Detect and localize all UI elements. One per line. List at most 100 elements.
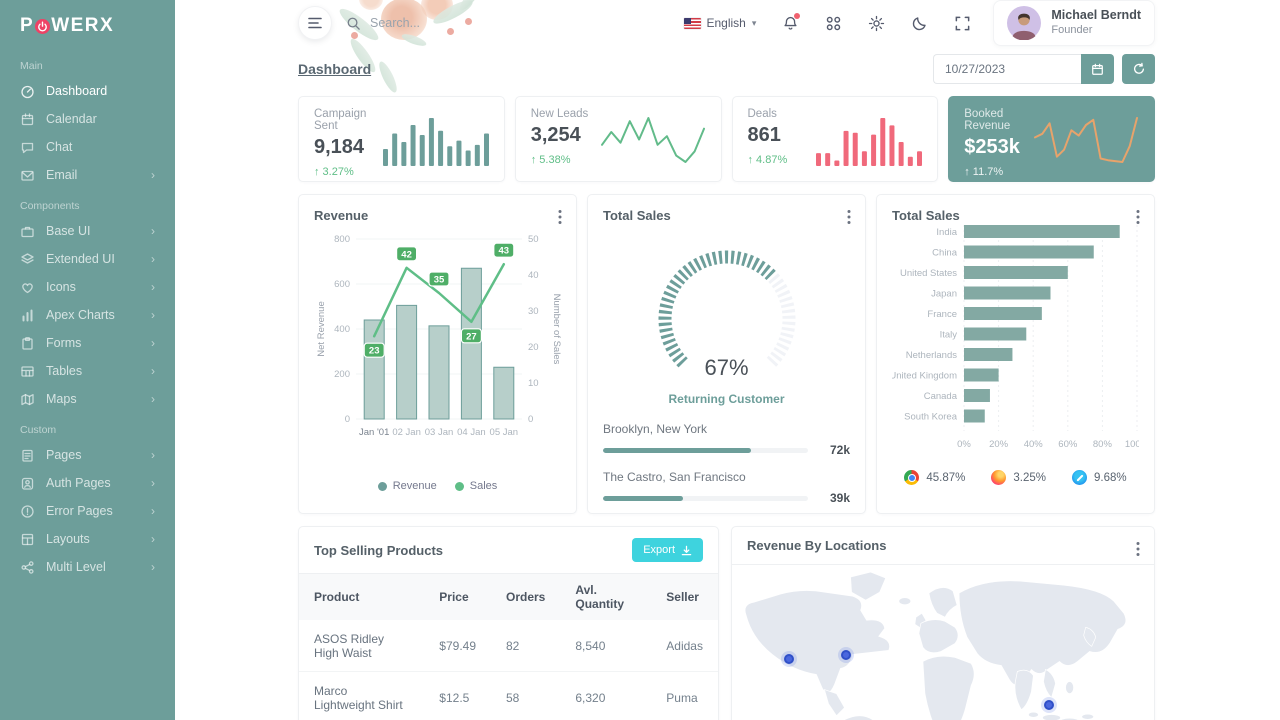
svg-text:Japan: Japan: [931, 289, 957, 300]
notifications-button[interactable]: [782, 12, 801, 32]
map-marker[interactable]: [1043, 700, 1054, 710]
sidebar-item-label: Multi Level: [46, 560, 106, 574]
card-menu-button[interactable]: [1136, 541, 1140, 557]
sidebar-item-label: Icons: [46, 280, 76, 294]
search-input[interactable]: [370, 16, 580, 30]
layers-icon: [20, 252, 35, 267]
column-header-orders[interactable]: Orders: [491, 574, 561, 620]
menu-toggle-button[interactable]: [298, 6, 332, 40]
language-selector[interactable]: English ▾: [683, 16, 756, 30]
kebab-icon: [558, 210, 562, 224]
svg-text:50: 50: [528, 234, 539, 245]
svg-text:China: China: [932, 248, 958, 259]
table-row[interactable]: ASOS Ridley High Waist $79.49 82 8,540 Adida…: [299, 620, 718, 672]
date-input[interactable]: [933, 54, 1081, 84]
sidebar-item-layouts[interactable]: Layouts ›: [0, 525, 175, 553]
legend-item-revenue[interactable]: Revenue: [377, 480, 437, 492]
sidebar-item-tables[interactable]: Tables ›: [0, 357, 175, 385]
topbar-actions: English ▾: [683, 0, 1155, 46]
legend-dot: [377, 481, 387, 491]
settings-button[interactable]: [868, 15, 885, 32]
table-row[interactable]: Marco Lightweight Shirt $12.5 58 6,320 Puma: [299, 671, 718, 720]
sidebar-item-dashboard[interactable]: Dashboard: [0, 77, 175, 105]
dark-mode-button[interactable]: [911, 15, 928, 32]
table-cell: 82: [506, 638, 520, 653]
card-menu-button[interactable]: [847, 209, 851, 225]
svg-text:400: 400: [334, 324, 350, 335]
hamburger-icon: [308, 17, 322, 29]
refresh-button[interactable]: [1122, 54, 1155, 84]
user-menu[interactable]: Michael Berndt Founder: [993, 0, 1155, 46]
fullscreen-button[interactable]: [954, 15, 971, 32]
legend-item-sales[interactable]: Sales: [454, 480, 497, 492]
stat-sparkline: [816, 112, 923, 166]
sidebar-item-forms[interactable]: Forms ›: [0, 329, 175, 357]
sidebar-item-base-ui[interactable]: Base UI ›: [0, 217, 175, 245]
chevron-right-icon: ›: [151, 224, 155, 238]
chevron-right-icon: ›: [151, 532, 155, 546]
svg-text:Number of Sales: Number of Sales: [551, 294, 561, 365]
pages-icon: [20, 448, 35, 463]
sidebar-item-error-pages[interactable]: Error Pages ›: [0, 497, 175, 525]
sidebar-item-multi-level[interactable]: Multi Level ›: [0, 553, 175, 581]
column-header-product[interactable]: Product: [299, 574, 425, 620]
card-title: Revenue: [314, 208, 369, 223]
radial-gauge: 67%: [632, 231, 822, 396]
notification-dot: [794, 12, 801, 19]
card-menu-button[interactable]: [558, 209, 562, 225]
bar-chart-icon: [20, 308, 35, 323]
map-marker[interactable]: [840, 650, 851, 660]
browser-share-value: 45.87%: [926, 471, 966, 484]
brand-logo[interactable]: P WERX: [0, 0, 175, 49]
refresh-icon: [1133, 62, 1144, 74]
svg-text:60%: 60%: [1058, 439, 1078, 450]
sidebar-item-label: Extended UI: [46, 252, 115, 266]
stat-card-new-leads: New Leads 3,254 ↑ 5.38%: [514, 96, 722, 182]
sidebar-item-label: Auth Pages: [46, 476, 111, 490]
layouts-icon: [20, 532, 35, 547]
location-value: 72k: [829, 443, 850, 457]
brand-prefix: P: [20, 15, 35, 36]
sidebar-item-maps[interactable]: Maps ›: [0, 385, 175, 413]
sidebar-item-label: Layouts: [46, 532, 90, 546]
sidebar-item-chat[interactable]: Chat: [0, 133, 175, 161]
table-header-row: Product Price Orders Avl. Quantity Seller: [299, 574, 718, 620]
main-area: English ▾: [175, 0, 1280, 720]
sidebar-item-apex-charts[interactable]: Apex Charts ›: [0, 301, 175, 329]
user-name: Michael Berndt: [1051, 8, 1141, 23]
card-menu-button[interactable]: [1136, 209, 1140, 225]
table-cell: $12.5: [424, 671, 491, 720]
stat-card-text: Deals 861 ↑ 4.87%: [748, 108, 788, 170]
sidebar-item-pages[interactable]: Pages ›: [0, 441, 175, 469]
sidebar-item-calendar[interactable]: Calendar: [0, 105, 175, 133]
sidebar-item-label: Base UI: [46, 224, 91, 238]
world-map-svg: [744, 571, 1127, 720]
svg-text:10: 10: [528, 378, 539, 389]
sidebar-item-extended-ui[interactable]: Extended UI ›: [0, 245, 175, 273]
svg-text:40: 40: [528, 270, 539, 281]
sidebar-item-icons[interactable]: Icons ›: [0, 273, 175, 301]
stat-change: ↑ 5.38%: [530, 154, 571, 166]
calendar-button[interactable]: [1081, 54, 1114, 84]
sidebar-item-email[interactable]: Email ›: [0, 161, 175, 189]
column-header-avl-quantity[interactable]: Avl. Quantity: [560, 574, 652, 620]
page-title[interactable]: Dashboard: [298, 61, 372, 77]
sidebar-item-auth-pages[interactable]: Auth Pages ›: [0, 469, 175, 497]
column-header-price[interactable]: Price: [424, 574, 491, 620]
export-button[interactable]: Export: [632, 538, 703, 562]
sidebar-item-label: Tables: [46, 364, 83, 378]
svg-text:0: 0: [345, 414, 350, 425]
map-marker[interactable]: [783, 654, 794, 664]
moon-icon: [913, 16, 927, 30]
chrome-icon: [904, 470, 920, 485]
stat-card-text: Booked Revenue $253k ↑ 11.7%: [964, 108, 1033, 178]
chevron-right-icon: ›: [151, 392, 155, 406]
table-cell: 8,540: [575, 638, 606, 653]
bell-icon: [784, 16, 797, 30]
column-header-seller[interactable]: Seller: [651, 574, 718, 620]
apps-grid-button[interactable]: [825, 15, 842, 32]
export-label: Export: [643, 544, 675, 556]
svg-text:05 Jan: 05 Jan: [490, 427, 519, 438]
chevron-right-icon: ›: [151, 280, 155, 294]
